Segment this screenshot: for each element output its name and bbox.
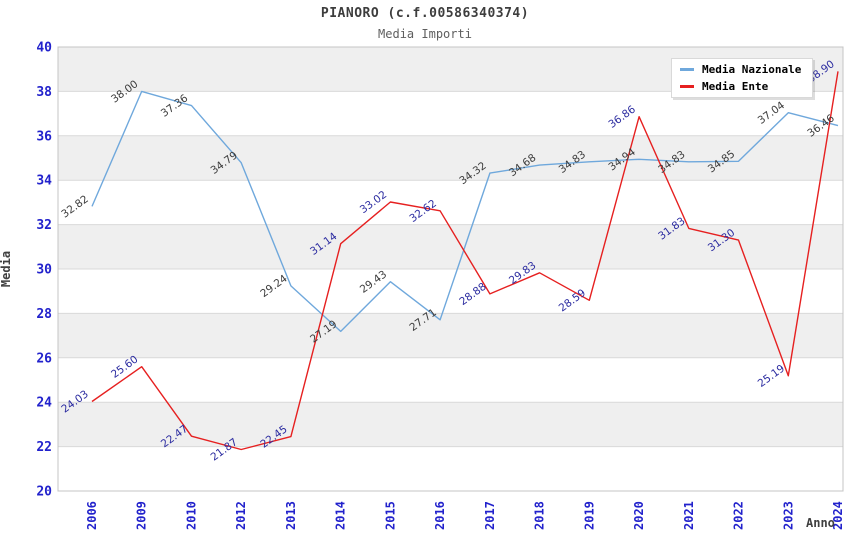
legend-line-swatch-red — [680, 85, 694, 88]
x-tick-label: 2021 — [682, 501, 696, 530]
plot-band — [58, 357, 843, 403]
y-tick-label: 36 — [36, 129, 52, 144]
x-tick-label: 2022 — [732, 501, 746, 530]
y-tick-label: 28 — [36, 307, 52, 322]
x-tick-label: 2013 — [284, 501, 298, 530]
legend-item-media-nazionale: Media Nazionale — [672, 63, 812, 76]
x-tick-label: 2020 — [632, 501, 646, 530]
y-tick-label: 38 — [36, 85, 52, 100]
series-line-media-nazionale — [91, 90, 839, 333]
plot-band — [58, 91, 843, 136]
x-tick-label: 2012 — [234, 501, 248, 530]
plot-band — [58, 313, 843, 358]
legend-item-media-ente: Media Ente — [672, 80, 812, 93]
x-tick-label: 2010 — [185, 501, 199, 530]
x-tick-label: 2016 — [433, 501, 447, 530]
y-tick-label: 22 — [36, 440, 52, 455]
chart-title: PIANORO (c.f.00586340374) — [320, 6, 530, 21]
y-tick-label: 26 — [36, 351, 52, 366]
x-tick-label: 2024 — [831, 501, 845, 530]
y-tick-label: 34 — [36, 174, 52, 189]
plot-band — [58, 402, 843, 447]
plot-border — [57, 46, 844, 492]
y-tick-label: 32 — [36, 218, 52, 233]
x-tick-label: 2009 — [135, 501, 149, 530]
x-axis-title: Anno — [806, 516, 835, 530]
legend-label: Media Ente — [702, 80, 769, 93]
legend-label: Media Nazionale — [702, 63, 802, 76]
legend-box: Media Nazionale Media Ente — [671, 58, 813, 98]
plot-band — [58, 135, 843, 181]
plot-band — [58, 446, 843, 491]
x-tick-label: 2019 — [582, 501, 596, 530]
series-line-media-ente — [91, 71, 839, 451]
x-tick-label: 2015 — [383, 501, 397, 530]
chart-subtitle: Media Importi — [378, 27, 472, 41]
x-tick-label: 2017 — [483, 501, 497, 530]
y-tick-label: 24 — [36, 396, 52, 411]
y-tick-label: 40 — [36, 41, 52, 56]
plot-band — [58, 224, 843, 269]
plot-band — [58, 180, 843, 225]
x-tick-label: 2014 — [334, 501, 348, 530]
y-tick-label: 30 — [36, 263, 52, 278]
x-tick-label: 2006 — [85, 501, 99, 530]
y-tick-label: 20 — [36, 485, 52, 500]
legend-line-swatch-blue — [680, 68, 694, 71]
x-tick-label: 2018 — [533, 501, 547, 530]
x-tick-label: 2023 — [781, 501, 795, 530]
y-axis-title: Media — [0, 250, 13, 288]
